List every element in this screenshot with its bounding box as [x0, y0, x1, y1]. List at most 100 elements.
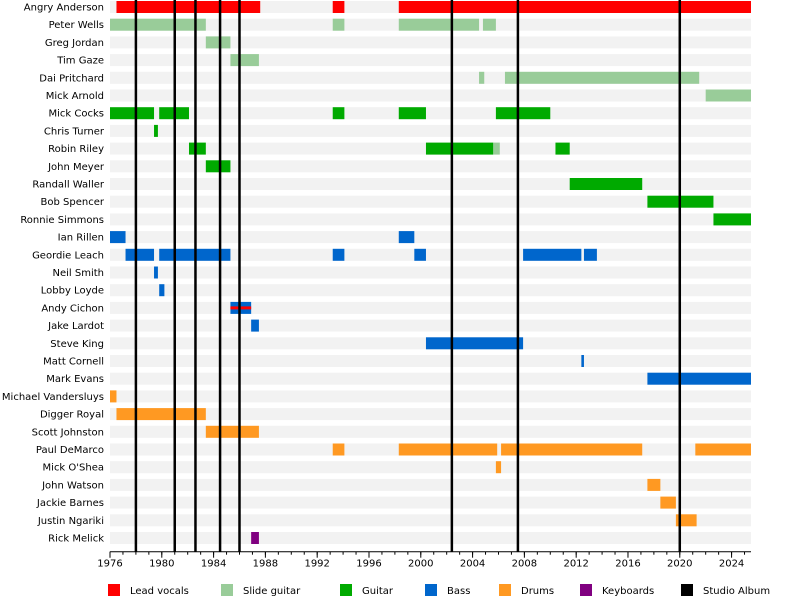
- row-stripe: [110, 231, 751, 244]
- member-bar: [230, 54, 259, 67]
- x-axis: 1976 1980 1984 1988 1992 1996 2000 2004 2008 2012…: [97, 551, 751, 570]
- member-bar: [555, 142, 570, 155]
- member-bar: [205, 425, 259, 438]
- x-tick-label: 1976: [97, 559, 122, 570]
- member-bar: [332, 248, 345, 261]
- member-name-label: Paul DeMarco: [36, 445, 104, 456]
- legend-swatch-bass: [425, 584, 437, 596]
- member-bar: [695, 443, 751, 456]
- member-bar: [479, 71, 485, 84]
- member-name-label: Ronnie Simmons: [20, 215, 104, 226]
- row-stripe: [110, 213, 751, 226]
- member-bar: [495, 461, 502, 474]
- row-stripe: [110, 319, 751, 332]
- member-bar: [398, 443, 498, 456]
- row-stripe: [110, 514, 751, 527]
- row-stripe: [110, 461, 751, 474]
- row-stripe: [110, 301, 751, 314]
- member-bar: [332, 1, 345, 13]
- member-bar: [398, 231, 415, 244]
- member-bar: [705, 89, 751, 102]
- row-stripe: [110, 284, 751, 297]
- member-bar: [660, 496, 676, 509]
- member-bar: [110, 107, 155, 120]
- member-bar: [116, 408, 206, 421]
- member-bar: [398, 18, 480, 31]
- x-tick-label: 2012: [563, 559, 588, 570]
- member-bar: [647, 478, 661, 491]
- member-bar: [495, 107, 551, 120]
- x-tick-label: 2016: [615, 559, 640, 570]
- row-stripe: [110, 36, 751, 49]
- member-name-label: Scott Johnston: [32, 427, 104, 438]
- member-bar: [504, 71, 700, 84]
- member-bar: [675, 514, 697, 527]
- member-bar: [398, 1, 751, 13]
- legend-label-drums: Drums: [521, 586, 554, 597]
- member-name-label: Steve King: [50, 339, 104, 350]
- member-bar: [501, 443, 643, 456]
- legend-swatch-vocals: [108, 584, 120, 596]
- member-name-label: Dai Pritchard: [39, 73, 104, 84]
- member-bar: [116, 1, 261, 13]
- row-stripe: [110, 496, 751, 509]
- member-name-label: Angry Anderson: [24, 3, 104, 14]
- member-name-label: Lobby Loyde: [41, 286, 104, 297]
- member-name-label: Mark Evans: [46, 374, 104, 385]
- member-bar: [581, 355, 584, 367]
- member-bar-stripe: [230, 306, 252, 310]
- album-lines: [134, 0, 682, 552]
- member-bar: [482, 18, 496, 31]
- member-bar: [332, 107, 345, 120]
- member-bar: [414, 248, 426, 261]
- member-name-label: Mick Cocks: [49, 109, 104, 120]
- legend-swatch-slide: [221, 584, 233, 596]
- member-name-label: Chris Turner: [44, 126, 105, 137]
- member-bar: [569, 178, 643, 190]
- legend-swatch-drums: [499, 584, 511, 596]
- member-bar: [205, 160, 231, 173]
- member-bar: [713, 213, 751, 226]
- member-labels: Angry Anderson Peter Wells Greg Jordan Tim …: [2, 3, 105, 545]
- x-tick-label: 2008: [512, 559, 537, 570]
- member-name-label: Jake Lardot: [47, 321, 104, 332]
- member-name-label: Rick Melick: [48, 534, 104, 545]
- member-bar: [647, 372, 751, 385]
- member-name-label: Mick Arnold: [46, 91, 104, 102]
- row-stripe: [110, 266, 751, 279]
- member-bar: [583, 248, 597, 261]
- row-stripe: [110, 390, 751, 403]
- member-name-label: Geordie Leach: [32, 250, 104, 261]
- legend-label-slide: Slide guitar: [243, 586, 301, 597]
- member-bar: [159, 284, 165, 297]
- x-tick-label: 1996: [356, 559, 381, 570]
- x-tick-label: 2000: [408, 559, 433, 570]
- member-bar: [154, 266, 158, 279]
- legend-label-guitar: Guitar: [362, 586, 394, 597]
- legend-label-album: Studio Album: [703, 586, 770, 597]
- member-name-label: Matt Cornell: [43, 357, 104, 368]
- member-bar: [110, 18, 206, 31]
- row-stripe: [110, 160, 751, 173]
- legend-label-keys: Keyboards: [602, 586, 654, 597]
- legend-label-vocals: Lead vocals: [130, 586, 189, 597]
- member-name-label: John Meyer: [47, 162, 105, 173]
- row-stripe: [110, 372, 751, 385]
- member-bar: [425, 337, 524, 350]
- member-name-label: Mick O'Shea: [43, 463, 104, 474]
- x-tick-label: 1980: [149, 559, 174, 570]
- row-stripe: [110, 89, 751, 102]
- x-tick-label: 2024: [719, 559, 744, 570]
- member-name-label: Digger Royal: [40, 410, 104, 421]
- row-stripe: [110, 532, 751, 544]
- row-stripe: [110, 478, 751, 491]
- member-bar: [110, 390, 117, 403]
- member-bar: [251, 319, 259, 332]
- x-tick-label: 1988: [253, 559, 278, 570]
- member-name-label: Neil Smith: [53, 268, 105, 279]
- legend-swatch-keys: [580, 584, 592, 596]
- row-stripe: [110, 355, 751, 367]
- x-tick-label: 2004: [460, 559, 485, 570]
- row-stripe: [110, 248, 751, 261]
- member-name-label: John Watson: [41, 480, 104, 491]
